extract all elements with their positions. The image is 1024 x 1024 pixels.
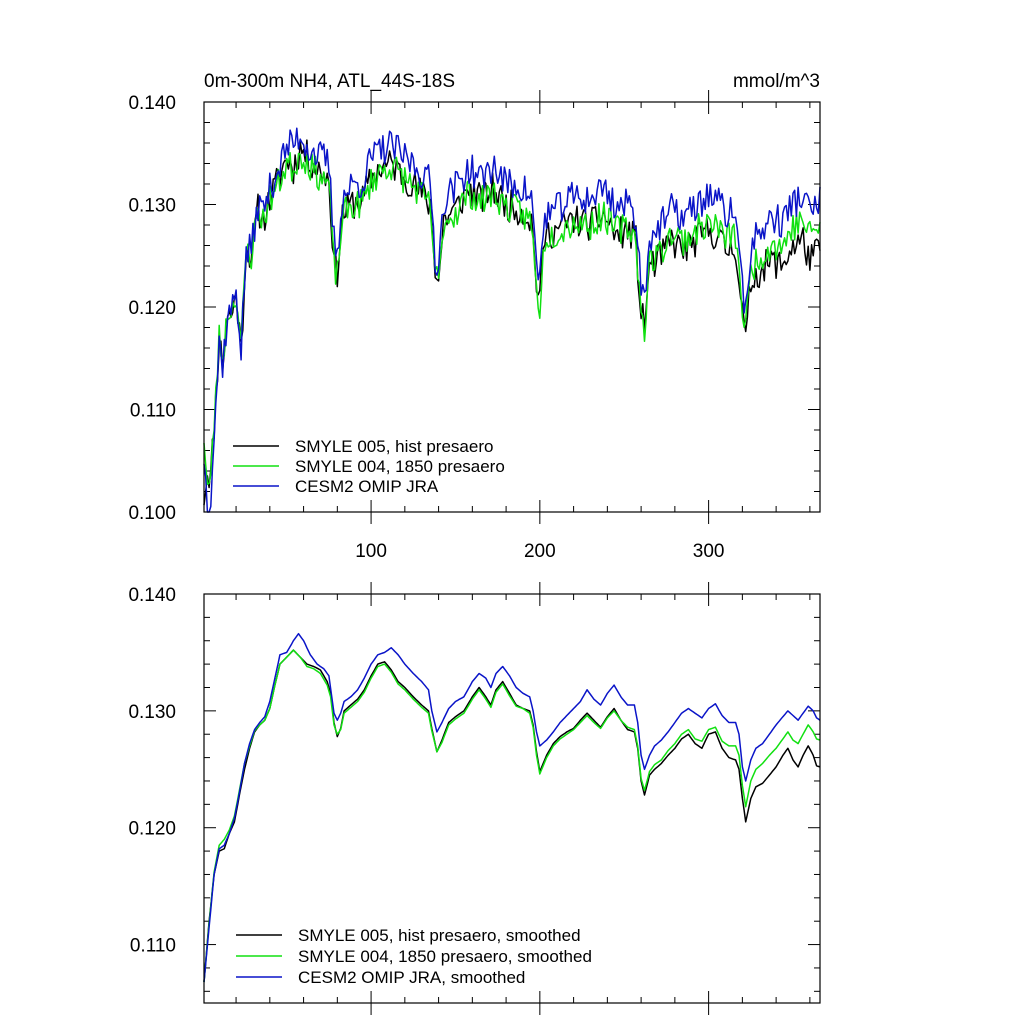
bottom-panel-legend: SMYLE 005, hist presaero, smoothed SMYLE …: [236, 926, 592, 987]
x-tick-label: 100: [355, 541, 387, 562]
y-tick-label: 0.120: [128, 819, 176, 840]
legend-label-green: SMYLE 004, 1850 presaero: [295, 457, 505, 476]
series-line-blue: [203, 632, 821, 983]
legend-label-black: SMYLE 005, hist presaero: [295, 437, 493, 456]
bottom-panel-frame: [203, 593, 821, 1004]
top-panel-frame: [203, 101, 821, 513]
series-line-green: [203, 649, 821, 983]
y-tick-label: 0.120: [128, 298, 176, 319]
y-tick-label: 0.110: [130, 936, 176, 957]
y-tick-label: 0.130: [128, 702, 176, 723]
top-panel-axes: 0.100 0.110 0.120 0.130 0.140 100 200 300: [128, 90, 820, 562]
top-panel-series: [203, 127, 821, 513]
bottom-panel-series: [203, 632, 821, 983]
series-line-blue: [203, 127, 821, 513]
y-tick-label: 0.110: [130, 401, 176, 422]
top-panel-title: 0m-300m NH4, ATL_44S-18S: [204, 71, 455, 92]
top-panel-units: mmol/m^3: [733, 71, 820, 92]
y-tick-label: 0.100: [128, 503, 176, 524]
bottom-panel-axes: 0.110 0.120 0.130 0.140: [128, 582, 820, 1015]
series-line-green: [203, 151, 821, 486]
series-line-black: [203, 649, 821, 983]
y-tick-label: 0.140: [128, 93, 176, 114]
x-tick-label: 200: [524, 541, 556, 562]
legend-label-green: SMYLE 004, 1850 presaero, smoothed: [298, 947, 592, 966]
x-tick-label: 300: [693, 541, 725, 562]
legend-label-blue: CESM2 OMIP JRA, smoothed: [298, 968, 525, 987]
legend-label-blue: CESM2 OMIP JRA: [295, 477, 439, 496]
bottom-panel: 0.110 0.120 0.130 0.140 SMYLE 005, hist pre…: [128, 582, 821, 1015]
legend-label-black: SMYLE 005, hist presaero, smoothed: [298, 926, 581, 945]
y-tick-label: 0.130: [128, 196, 176, 217]
top-panel: 0m-300m NH4, ATL_44S-18S mmol/m^3 0.1000…: [128, 71, 821, 562]
y-tick-label: 0.140: [128, 585, 176, 606]
